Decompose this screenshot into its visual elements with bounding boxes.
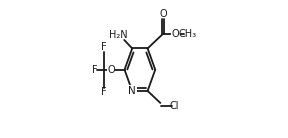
Text: O: O	[171, 29, 179, 39]
Text: O: O	[107, 65, 115, 75]
Text: H₂N: H₂N	[109, 30, 128, 40]
Text: N: N	[128, 86, 136, 96]
Text: F: F	[101, 87, 107, 97]
Text: Cl: Cl	[169, 101, 179, 111]
Text: F: F	[101, 42, 107, 52]
Text: O: O	[159, 9, 167, 19]
Text: CH₃: CH₃	[178, 29, 196, 39]
Text: F: F	[92, 65, 97, 75]
